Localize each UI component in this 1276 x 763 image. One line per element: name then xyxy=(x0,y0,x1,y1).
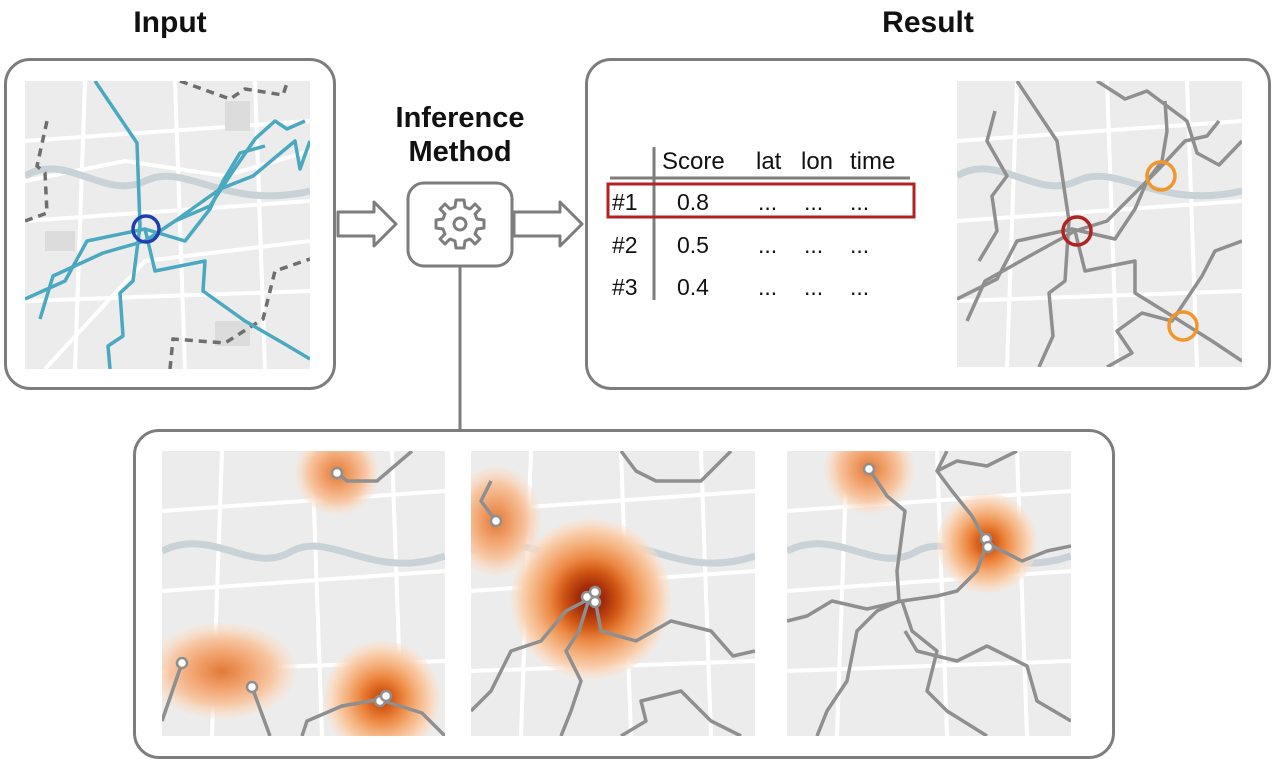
candidate-match-marker xyxy=(1167,310,1199,342)
row-rank: #3 xyxy=(612,274,638,300)
row-lon: ... xyxy=(804,232,823,258)
row-rank: #2 xyxy=(612,232,638,258)
row-lon: ... xyxy=(804,189,823,215)
candidate-match-marker xyxy=(1145,160,1177,192)
column-header-lat: lat xyxy=(756,148,782,175)
result-map xyxy=(957,81,1242,367)
table-row[interactable]: #1 0.8 ... ... ... xyxy=(612,189,869,215)
row-lat: ... xyxy=(758,274,777,300)
input-map xyxy=(25,81,310,369)
arrow-right-icon xyxy=(336,200,398,248)
method-box[interactable] xyxy=(406,181,514,268)
row-time: ... xyxy=(850,189,869,215)
arrow-right-icon xyxy=(512,200,584,248)
input-meeting-marker xyxy=(131,214,161,244)
row-lon: ... xyxy=(804,274,823,300)
column-header-lon: lon xyxy=(801,148,833,175)
heatmap-panel-3 xyxy=(787,451,1071,736)
column-header-time: time xyxy=(850,148,895,175)
column-header-score: Score xyxy=(662,148,725,175)
gear-icon xyxy=(434,198,486,250)
top-result-highlight xyxy=(606,182,916,219)
input-title: Input xyxy=(133,6,207,39)
method-title-line1: Inference xyxy=(395,102,525,134)
row-lat: ... xyxy=(758,232,777,258)
row-time: ... xyxy=(850,232,869,258)
heatmap-panel-1 xyxy=(162,451,445,736)
row-time: ... xyxy=(850,274,869,300)
row-score: 0.4 xyxy=(677,274,709,300)
row-lat: ... xyxy=(758,189,777,215)
row-score: 0.5 xyxy=(677,232,709,258)
table-row[interactable]: #3 0.4 ... ... ... xyxy=(612,274,869,300)
method-title-line2: Method xyxy=(408,136,512,168)
table-row[interactable]: #2 0.5 ... ... ... xyxy=(612,232,869,258)
result-title: Result xyxy=(882,6,974,39)
top-match-marker xyxy=(1061,215,1093,247)
row-score: 0.8 xyxy=(677,189,709,215)
row-rank: #1 xyxy=(612,189,638,215)
heatmap-panel-2 xyxy=(471,451,755,736)
results-table: Score lat lon time #1 0.8 ... ... ... #2… xyxy=(606,147,916,300)
